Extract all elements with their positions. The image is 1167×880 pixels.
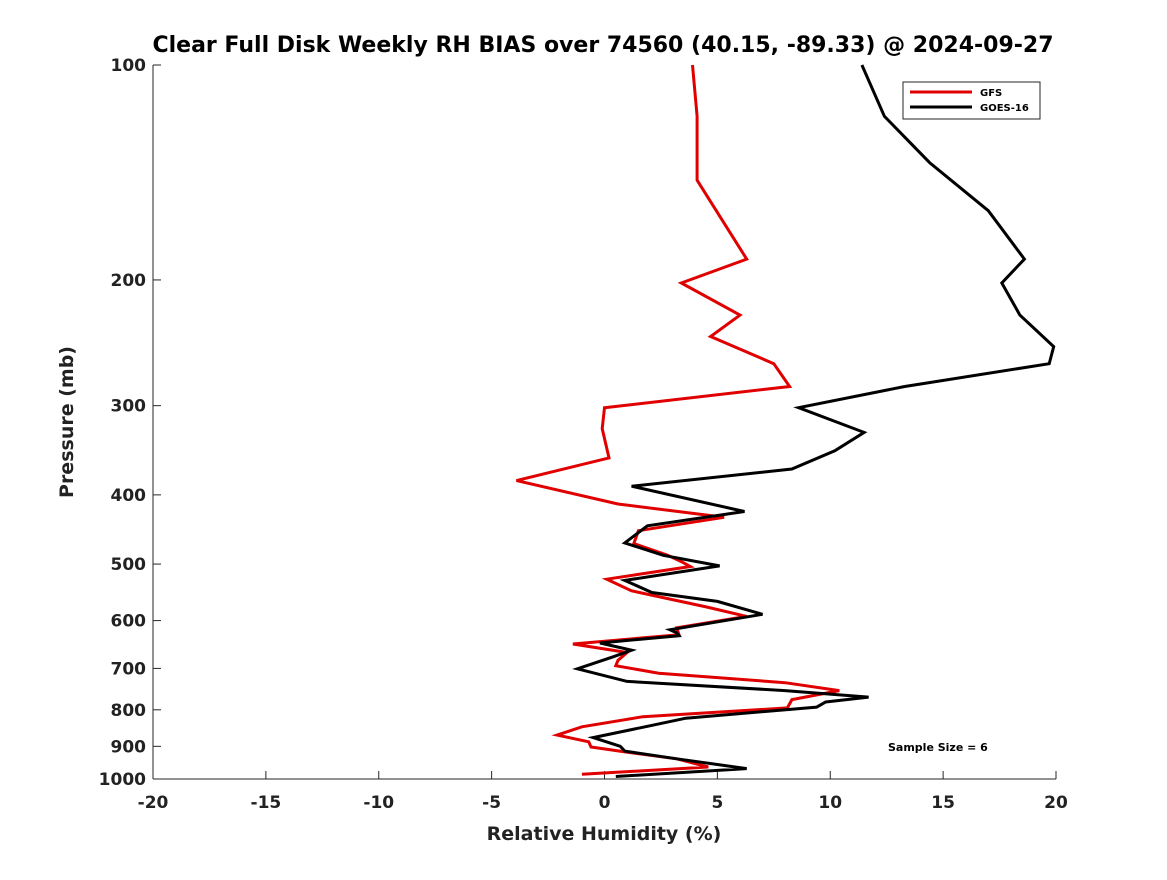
y-tick-label: 800 <box>111 701 147 721</box>
x-tick-label: 5 <box>711 793 723 813</box>
x-tick-label: -15 <box>251 793 282 813</box>
y-tick-label: 700 <box>111 659 147 679</box>
x-tick-label: -20 <box>138 793 169 813</box>
y-ticks: 100 200 300 400 500 600 700 800 900 1000 <box>99 56 161 790</box>
series-group <box>516 64 1056 778</box>
y-tick-label: 1000 <box>99 770 146 790</box>
y-tick-label: 400 <box>111 486 147 506</box>
series-line-gfs <box>516 64 840 776</box>
x-tick-label: 20 <box>1044 793 1068 813</box>
y-tick-label: 600 <box>111 612 147 632</box>
y-tick-label: 300 <box>111 397 147 417</box>
legend-label-goes16: GOES-16 <box>980 103 1029 114</box>
legend-box <box>902 81 1041 120</box>
x-tick-label: -10 <box>363 793 394 813</box>
x-tick-label: 15 <box>931 793 955 813</box>
y-tick-label: 500 <box>111 555 147 575</box>
y-tick-label: 200 <box>111 271 147 291</box>
y-tick-label: 100 <box>111 56 147 76</box>
legend-label-gfs: GFS <box>980 88 1002 99</box>
legend: GFS GOES-16 <box>902 81 1041 120</box>
series-line-goes16 <box>572 64 1056 778</box>
x-ticks: -20 -15 -10 -5 0 5 10 15 20 <box>138 771 1068 813</box>
chart-title: Clear Full Disk Weekly RH BIAS over 7456… <box>152 33 1053 58</box>
x-axis-label: Relative Humidity (%) <box>487 823 722 845</box>
y-tick-label: 900 <box>111 737 147 757</box>
x-tick-label: 10 <box>818 793 842 813</box>
sample-size-annotation: Sample Size = 6 <box>888 741 988 754</box>
x-tick-label: -5 <box>482 793 501 813</box>
x-tick-label: 0 <box>599 793 611 813</box>
y-axis-label: Pressure (mb) <box>56 346 78 498</box>
